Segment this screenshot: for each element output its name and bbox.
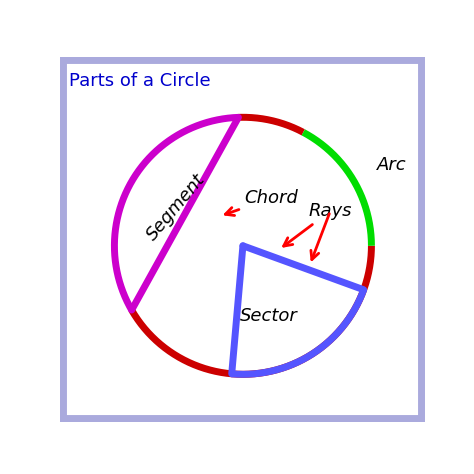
- Text: Segment: Segment: [143, 171, 209, 244]
- FancyBboxPatch shape: [61, 57, 425, 422]
- Text: Sector: Sector: [240, 308, 298, 326]
- Text: Parts of a Circle: Parts of a Circle: [69, 73, 211, 91]
- Text: Chord: Chord: [225, 189, 298, 216]
- Text: Arc: Arc: [377, 156, 407, 174]
- Text: Rays: Rays: [283, 202, 352, 246]
